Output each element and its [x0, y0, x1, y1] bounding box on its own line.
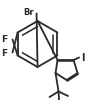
Text: F: F — [1, 48, 7, 58]
Text: I: I — [82, 53, 85, 63]
Text: Br: Br — [23, 8, 34, 17]
Text: F: F — [1, 36, 7, 44]
